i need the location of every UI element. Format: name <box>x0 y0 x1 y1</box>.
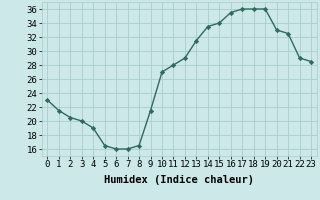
X-axis label: Humidex (Indice chaleur): Humidex (Indice chaleur) <box>104 175 254 185</box>
